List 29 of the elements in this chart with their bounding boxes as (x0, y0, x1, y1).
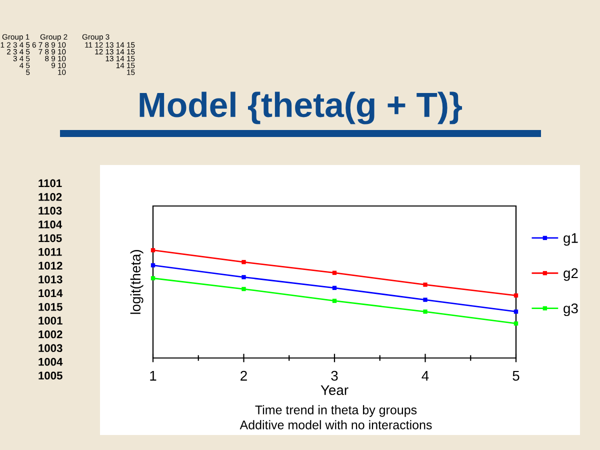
point (150, 263, 156, 268)
legend-label: g2 (564, 268, 578, 281)
x-tick-label: 2 (240, 370, 247, 381)
text: 1101 1102 1103 1104 1105 1011 1012 1013 1014 1015 1001 1002 1003 1004 1005 (38, 179, 63, 380)
x-tick-label: 5 (512, 371, 520, 381)
text: Time trend in theta by groups (255, 405, 417, 417)
point (514, 321, 518, 326)
point (150, 276, 156, 280)
point (332, 270, 337, 275)
point (332, 298, 337, 303)
x-tick-label: 1 (150, 371, 156, 381)
x-tick-label: 4 (422, 371, 429, 381)
point (242, 275, 246, 280)
text: Additive model with no interactions (240, 420, 432, 430)
point (514, 293, 518, 298)
legend-label: g1 (564, 233, 578, 246)
x-axis-title: Year (320, 385, 348, 396)
point (242, 260, 246, 264)
y-axis-title: logit(theta) (130, 250, 144, 314)
legend-label: g3 (564, 303, 578, 316)
point (150, 248, 156, 252)
point (423, 282, 428, 287)
point (332, 286, 337, 290)
point (242, 286, 246, 292)
point (514, 310, 518, 314)
chart-title: Model {theta(g + T)} (140, 92, 462, 124)
point (423, 298, 428, 302)
x-tick-label: 3 (331, 370, 338, 381)
point (423, 310, 428, 314)
